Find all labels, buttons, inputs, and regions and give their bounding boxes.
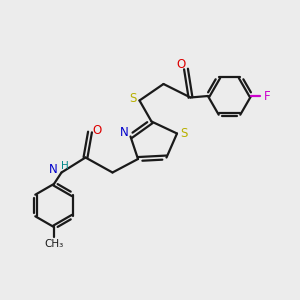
Text: N: N — [120, 126, 129, 140]
Text: S: S — [180, 127, 187, 140]
Text: F: F — [264, 89, 271, 103]
Text: H: H — [61, 161, 69, 171]
Text: N: N — [49, 163, 58, 176]
Text: O: O — [176, 58, 185, 71]
Text: CH₃: CH₃ — [44, 238, 64, 249]
Text: O: O — [92, 124, 101, 137]
Text: S: S — [129, 92, 137, 105]
